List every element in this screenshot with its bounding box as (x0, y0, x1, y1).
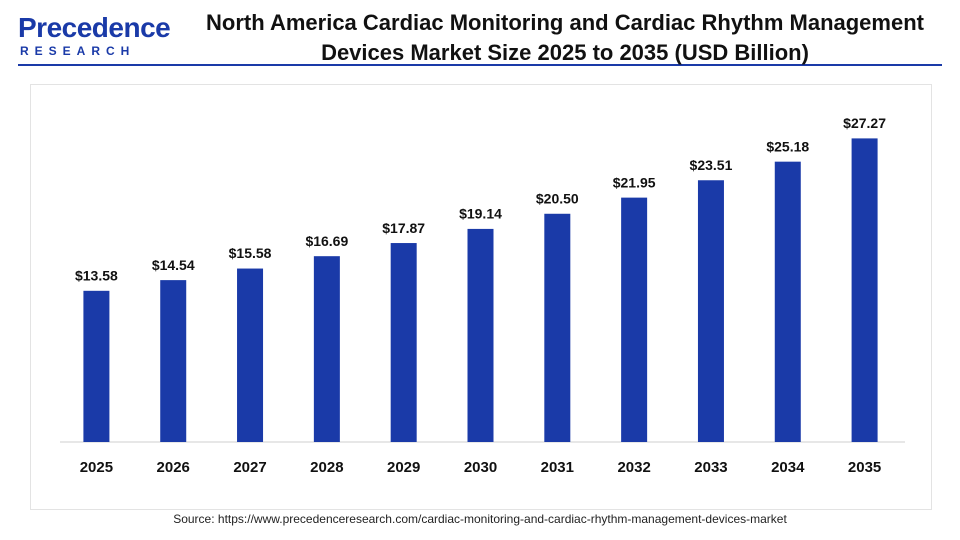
x-tick-label: 2033 (694, 459, 727, 476)
x-tick-label: 2034 (771, 459, 805, 476)
plot-frame (30, 84, 932, 510)
bar (160, 280, 187, 442)
chart-title: North America Cardiac Monitoring and Car… (206, 10, 924, 65)
x-tick-label: 2027 (233, 459, 266, 476)
value-label: $13.58 (75, 268, 118, 284)
x-tick-label: 2030 (464, 459, 497, 476)
value-label: $21.95 (613, 174, 656, 190)
bar (697, 180, 724, 442)
logo-name: Precedence (18, 12, 171, 43)
value-label: $17.87 (382, 220, 425, 236)
header-rule (18, 64, 942, 66)
value-label: $15.58 (229, 245, 272, 261)
value-label: $19.14 (459, 206, 502, 222)
bar (237, 268, 264, 442)
x-tick-label: 2031 (541, 459, 574, 476)
x-tick-label: 2035 (848, 459, 881, 476)
x-tick-label: 2032 (617, 459, 650, 476)
source: Source: https://www.precedenceresearch.c… (173, 512, 787, 526)
bar (467, 228, 494, 442)
value-label: $23.51 (690, 157, 733, 173)
x-tick-label: 2025 (80, 459, 113, 476)
bar (390, 243, 417, 442)
bar (83, 290, 110, 442)
value-label: $16.69 (305, 233, 348, 249)
value-label: $27.27 (843, 115, 886, 131)
bar (774, 161, 801, 443)
x-tick-label: 2028 (310, 459, 343, 476)
value-label: $20.50 (536, 190, 579, 206)
bar (621, 197, 648, 442)
x-tick-label: 2029 (387, 459, 420, 476)
logo-tagline: RESEARCH (20, 44, 136, 58)
bar (544, 213, 571, 442)
value-label: $14.54 (152, 257, 195, 273)
bar (851, 138, 878, 443)
value-label: $25.18 (766, 138, 809, 154)
bar (313, 256, 340, 442)
x-tick-label: 2026 (157, 459, 190, 476)
